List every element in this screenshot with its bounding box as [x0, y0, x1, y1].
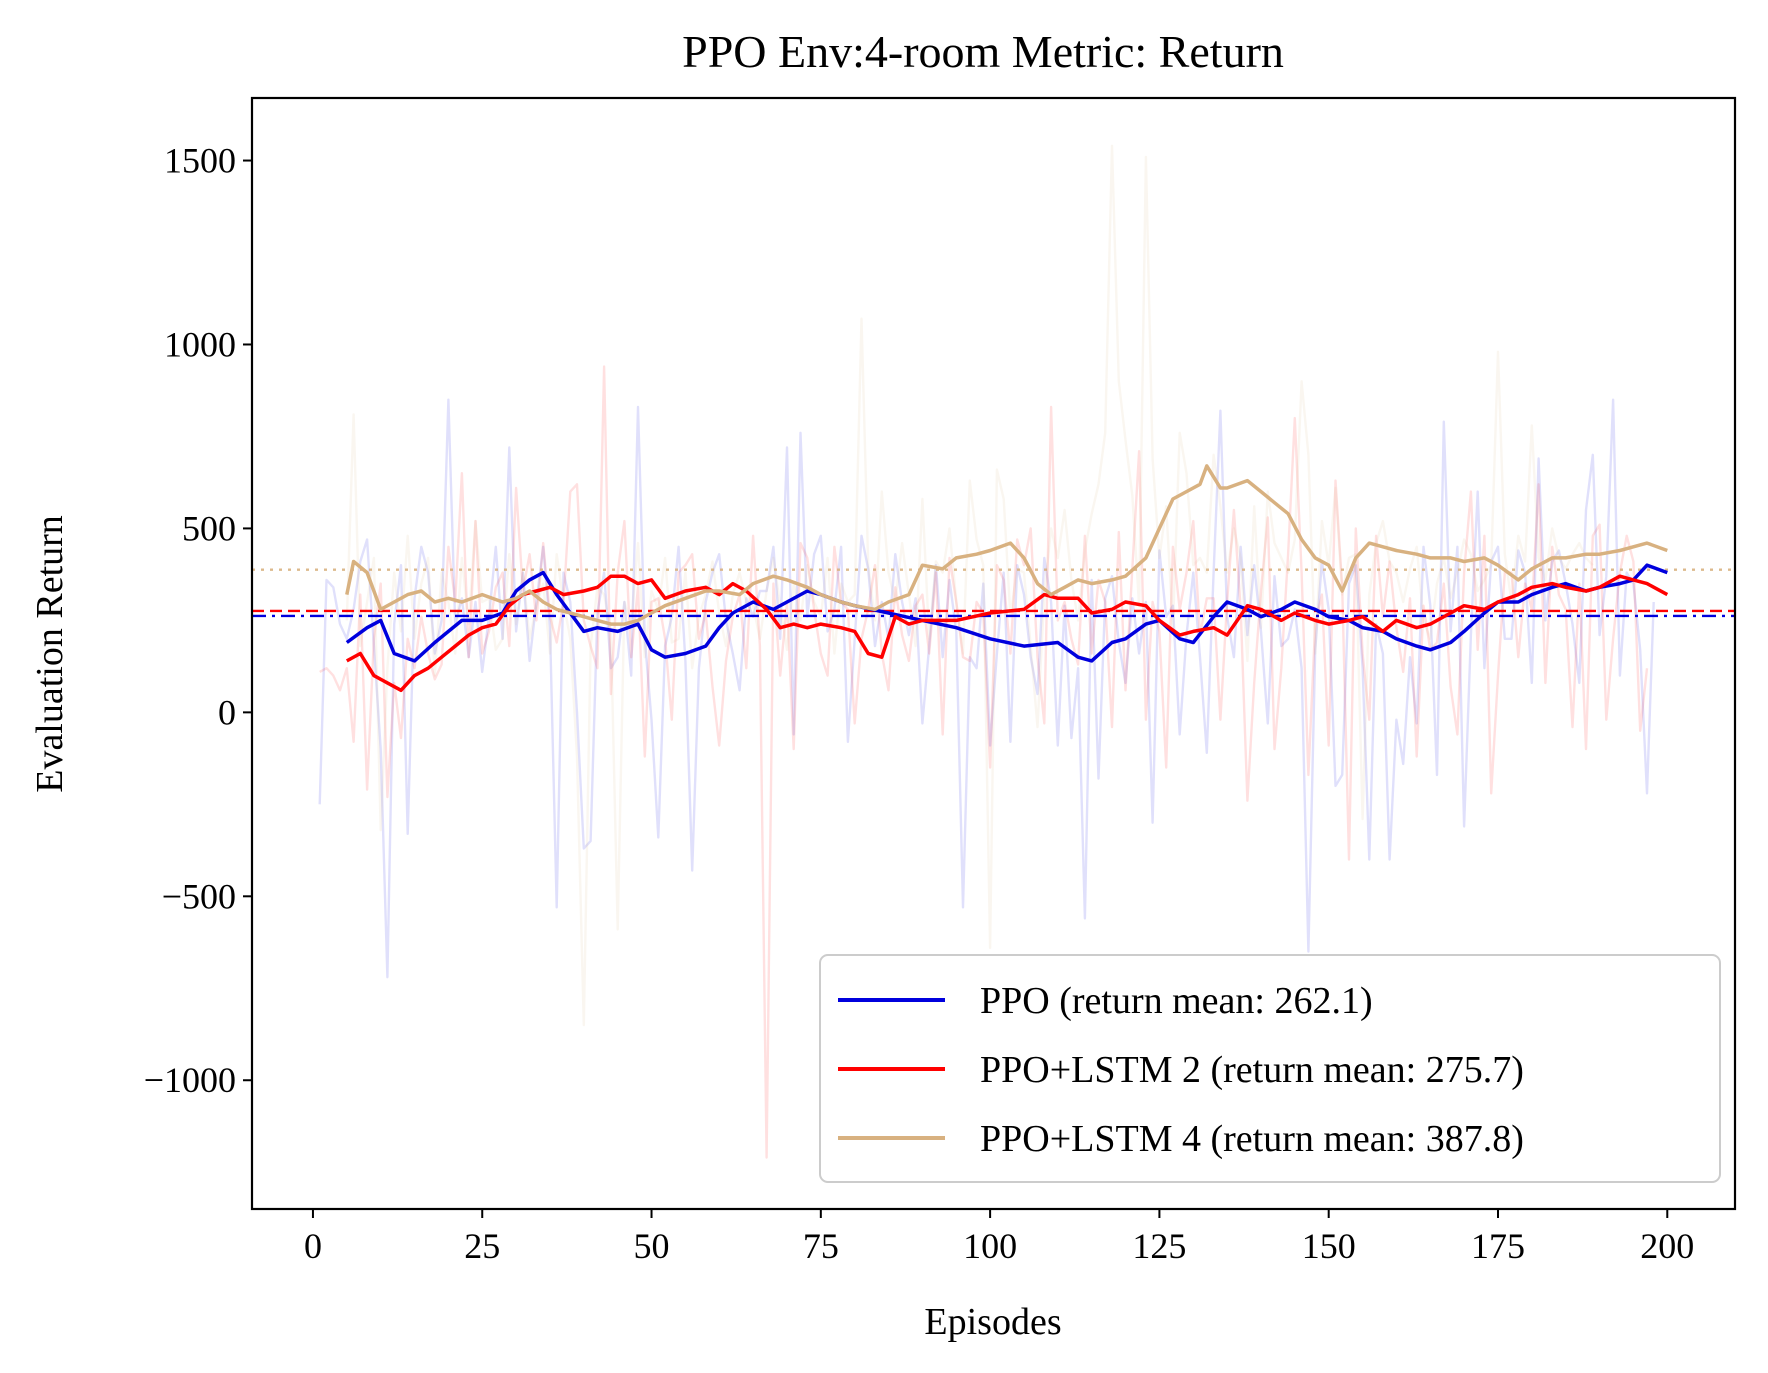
y-tick-label: 1500	[164, 141, 236, 181]
x-axis-label: Episodes	[924, 1301, 1061, 1343]
series-1-raw-line	[318, 398, 1655, 979]
y-tick-label: 500	[182, 508, 236, 548]
y-axis-ticks: −1000 −500 0 500 1000 1500	[144, 141, 252, 1100]
legend-label-ppo-lstm-2-return-mean-275-7: PPO+LSTM 2 (return mean: 275.7)	[980, 1049, 1524, 1091]
x-tick-label: 50	[634, 1226, 670, 1266]
x-tick-label: 125	[1132, 1226, 1186, 1266]
x-tick-label: 0	[304, 1226, 322, 1266]
x-tick-label: 150	[1302, 1226, 1356, 1266]
x-tick-label: 175	[1471, 1226, 1525, 1266]
y-tick-label: 0	[218, 692, 236, 732]
y-tick-label: −1000	[144, 1060, 236, 1100]
legend-label-ppo-return-mean-262-1: PPO (return mean: 262.1)	[980, 980, 1373, 1022]
x-axis-ticks: 0 25 50 75 100 125 150 175 200	[304, 1209, 1694, 1266]
series-3-smoothed-line	[345, 464, 1668, 626]
smoothed-series-layer	[345, 464, 1669, 693]
x-tick-label: 200	[1640, 1226, 1694, 1266]
plot-frame	[250, 96, 1737, 1211]
chart-title: PPO Env:4-room Metric: Return	[682, 26, 1284, 77]
y-tick-label: 1000	[164, 324, 236, 364]
x-tick-label: 25	[464, 1226, 500, 1266]
series-1-smoothed-line	[345, 563, 1668, 663]
y-tick-label: −500	[162, 876, 236, 916]
series-3-raw-line	[345, 144, 1594, 1027]
legend-box	[819, 954, 1721, 1183]
x-tick-label: 75	[803, 1226, 839, 1266]
legend: PPO (return mean: 262.1) PPO+LSTM 2 (retu…	[819, 954, 1721, 1183]
legend-label-ppo-lstm-4-return-mean-387-8: PPO+LSTM 4 (return mean: 387.8)	[980, 1118, 1524, 1160]
y-axis-label: Evaluation Return	[29, 515, 71, 793]
x-tick-label: 100	[963, 1226, 1017, 1266]
